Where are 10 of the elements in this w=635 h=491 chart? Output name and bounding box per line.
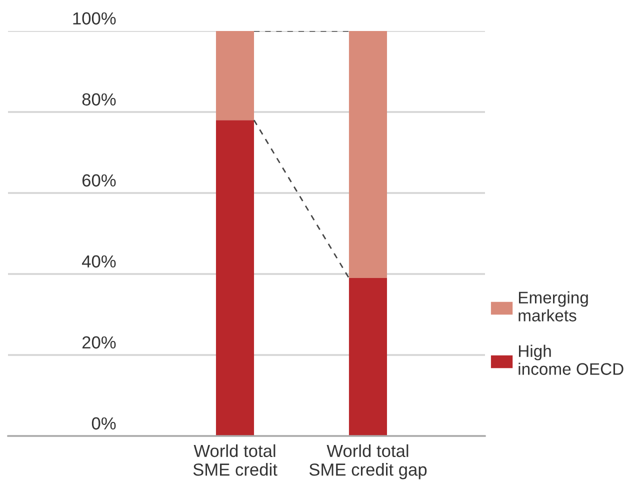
x-tick-label: World total SME credit gap	[309, 444, 427, 480]
y-tick-label: 0%	[92, 417, 116, 430]
y-tick-label: 20%	[82, 336, 116, 349]
y-tick-label: 40%	[82, 255, 116, 268]
legend-label: Emerging markets	[518, 291, 588, 322]
y-tick-label: 100%	[73, 12, 116, 25]
y-tick-label: 80%	[82, 93, 116, 106]
y-tick-label: 60%	[82, 174, 116, 187]
x-tick-label: World total SME credit	[193, 444, 278, 476]
legend-label: High income OECD	[518, 344, 624, 375]
